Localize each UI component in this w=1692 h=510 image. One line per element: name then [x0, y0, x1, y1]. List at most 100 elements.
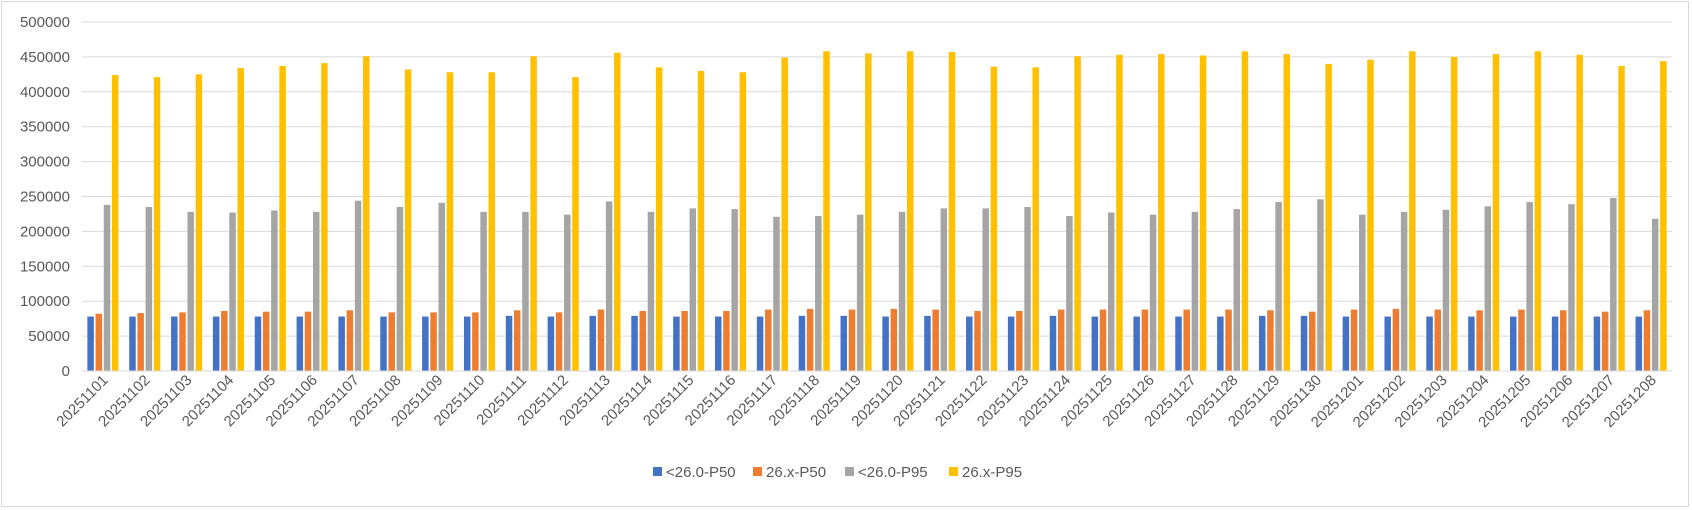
bar	[1049, 315, 1057, 371]
bar	[279, 65, 286, 371]
bar	[948, 52, 956, 371]
legend-label: 26.x-P50	[766, 464, 826, 481]
bar	[1442, 209, 1450, 371]
bar	[572, 77, 579, 371]
bar	[463, 316, 471, 371]
bar	[906, 51, 914, 371]
legend-swatch	[949, 467, 958, 476]
bar	[513, 310, 521, 371]
bar	[1643, 310, 1651, 371]
bar	[430, 312, 437, 371]
y-tick-label: 450000	[20, 49, 70, 66]
bar	[1426, 316, 1433, 371]
bar	[739, 72, 747, 372]
bar	[1651, 218, 1659, 371]
bar	[111, 75, 119, 371]
bar	[1300, 315, 1308, 371]
bar	[195, 74, 203, 371]
bar	[1400, 211, 1408, 371]
bar	[87, 316, 94, 371]
bar	[1510, 316, 1517, 371]
bar	[1526, 202, 1533, 371]
bar	[1450, 56, 1458, 372]
bar	[990, 66, 998, 371]
bar	[296, 316, 304, 371]
bar	[262, 311, 270, 371]
legend-swatch	[653, 467, 662, 476]
bar	[689, 208, 697, 371]
bar	[153, 77, 161, 371]
legend-label: <26.0-P95	[858, 464, 928, 481]
bar	[422, 316, 429, 371]
legend-item: 26.x-P95	[949, 464, 1022, 481]
bar	[1183, 309, 1190, 371]
bar	[137, 313, 144, 371]
bar	[1016, 310, 1023, 371]
bar	[1057, 309, 1065, 371]
bar	[932, 309, 939, 371]
bar	[438, 202, 446, 371]
bar	[1618, 65, 1625, 371]
bar	[697, 70, 705, 372]
bar	[1032, 67, 1039, 372]
bar	[363, 56, 370, 372]
bar	[715, 316, 722, 371]
bar	[898, 211, 906, 371]
legend-swatch	[753, 467, 762, 476]
bar	[388, 312, 395, 371]
bar	[673, 316, 680, 371]
bar	[966, 316, 973, 371]
bar	[1133, 316, 1140, 371]
bar	[103, 204, 111, 371]
bar	[1325, 63, 1332, 371]
bar	[380, 316, 387, 371]
bar	[179, 312, 186, 371]
y-tick-label: 350000	[20, 119, 70, 136]
bar	[924, 315, 931, 371]
bar	[1007, 316, 1015, 371]
bar	[1267, 310, 1274, 371]
legend-swatch	[845, 467, 854, 476]
bar	[1099, 309, 1107, 371]
bar	[1568, 204, 1575, 371]
bar	[1593, 316, 1601, 371]
bar	[1551, 316, 1559, 371]
bar	[1635, 316, 1643, 371]
bar	[1484, 206, 1492, 371]
bar	[564, 214, 571, 371]
bar	[187, 211, 194, 371]
y-axis-tick-labels: 0 50000 100000 150000 200000 250000 300000 3500…	[20, 14, 70, 380]
bar	[631, 315, 638, 371]
legend-item: 26.x-P50	[753, 464, 826, 481]
bar	[605, 201, 613, 371]
bar	[95, 313, 103, 371]
bar	[1660, 61, 1667, 371]
bar	[1409, 51, 1416, 371]
bars	[87, 51, 1667, 372]
bar	[221, 310, 228, 371]
bar	[312, 211, 320, 371]
bar	[589, 315, 596, 371]
bar	[597, 309, 605, 371]
bar	[1275, 202, 1282, 371]
bar	[1074, 56, 1081, 372]
y-tick-label: 500000	[20, 14, 70, 31]
bar	[1175, 316, 1182, 371]
bar	[614, 52, 621, 371]
bar	[1116, 54, 1123, 371]
bar	[1434, 309, 1442, 371]
y-tick-label: 100000	[20, 293, 70, 310]
bar	[1066, 216, 1073, 371]
bar	[555, 312, 563, 371]
bar	[1141, 309, 1149, 371]
bar	[271, 210, 278, 371]
bar	[1024, 206, 1031, 371]
bar	[522, 211, 529, 371]
y-tick-label: 50000	[28, 328, 70, 345]
y-tick-label: 300000	[20, 154, 70, 171]
bar	[1534, 51, 1542, 371]
legend-label: <26.0-P50	[666, 464, 736, 481]
bar	[1091, 316, 1099, 371]
y-tick-label: 200000	[20, 223, 70, 240]
